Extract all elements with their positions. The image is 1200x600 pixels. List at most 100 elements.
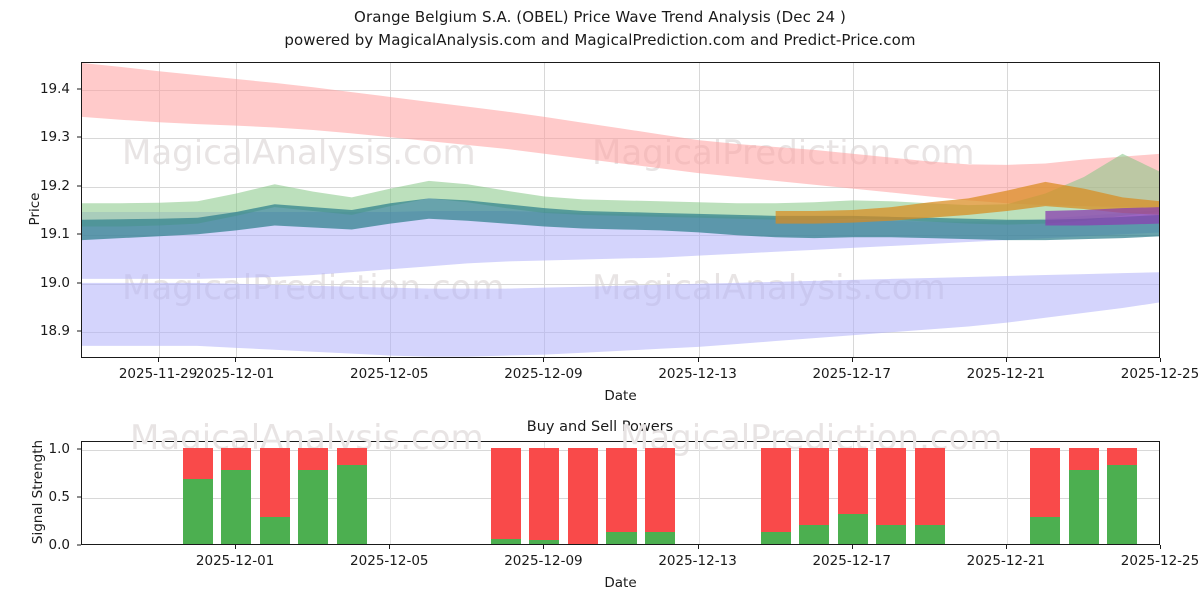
price-xtick-label: 2025-12-21 xyxy=(966,366,1046,382)
signal-gridline-vertical xyxy=(1006,442,1008,544)
signal-bar-stack[interactable] xyxy=(490,447,521,544)
signal-bar-buy-segment xyxy=(221,469,252,544)
signal-bar-sell-segment xyxy=(1107,447,1138,466)
signal-bar-sell-segment xyxy=(490,447,521,540)
price-xtick-label: 2025-12-25 xyxy=(1120,366,1200,382)
signal-bar-stack[interactable] xyxy=(298,447,329,544)
price-ytick-label: 19.2 xyxy=(39,177,70,194)
signal-bar-sell-segment xyxy=(259,447,290,518)
price-xtick-label: 2025-12-09 xyxy=(504,366,583,382)
signal-bar-stack[interactable] xyxy=(645,447,676,544)
signal-chart-title: Buy and Sell Powers xyxy=(526,419,674,435)
price-xtick-mark xyxy=(543,358,545,362)
figure-title-line-2: powered by MagicalAnalysis.com and Magic… xyxy=(284,31,916,49)
price-gridline-horizontal xyxy=(82,186,1159,188)
price-band-orange-crossover-band xyxy=(775,181,1159,224)
signal-gridline-vertical xyxy=(390,442,392,544)
signal-bar-stack[interactable] xyxy=(259,447,290,544)
figure-title-line-1: Orange Belgium S.A. (OBEL) Price Wave Tr… xyxy=(354,8,846,26)
signal-bar-buy-segment xyxy=(259,517,290,544)
price-band-upper-resistance-band xyxy=(82,63,1159,208)
price-chart-plot-area[interactable]: MagicalAnalysis.comMagicalPrediction.com… xyxy=(81,62,1160,358)
signal-gridline-vertical xyxy=(698,442,700,544)
signal-bar-stack[interactable] xyxy=(567,447,598,544)
signal-bar-sell-segment xyxy=(221,447,252,470)
signal-chart-plot-area[interactable] xyxy=(81,441,1160,545)
signal-bar-sell-segment xyxy=(837,447,868,515)
signal-xtick-mark xyxy=(235,545,237,549)
price-ytick-label: 19.1 xyxy=(39,226,70,243)
signal-bar-sell-segment xyxy=(876,447,907,525)
signal-bar-stack[interactable] xyxy=(1068,447,1099,544)
signal-bar-buy-segment xyxy=(490,539,521,544)
signal-bar-stack[interactable] xyxy=(221,447,252,544)
signal-bar-buy-segment xyxy=(876,524,907,544)
signal-bar-buy-segment xyxy=(1107,465,1138,544)
price-xtick-label: 2025-12-01 xyxy=(195,366,275,382)
signal-xtick-label: 2025-12-21 xyxy=(966,553,1046,569)
signal-bar-sell-segment xyxy=(914,447,945,525)
signal-bar-stack[interactable] xyxy=(1107,447,1138,544)
price-xtick-mark xyxy=(697,358,699,362)
signal-bar-sell-segment xyxy=(1030,447,1061,518)
price-ytick-label: 19.3 xyxy=(39,129,70,146)
price-band-purple-crossover-band xyxy=(1045,207,1159,226)
signal-xtick-label: 2025-12-09 xyxy=(504,553,583,569)
signal-bar-buy-segment xyxy=(606,532,637,544)
price-xtick-mark xyxy=(158,358,160,362)
signal-xtick-mark xyxy=(543,545,545,549)
signal-xaxis-label: Date xyxy=(604,575,637,591)
price-yaxis-label: Price xyxy=(27,192,43,226)
signal-bar-sell-segment xyxy=(336,447,367,466)
signal-ytick-label: 0.0 xyxy=(48,537,70,553)
signal-bar-sell-segment xyxy=(606,447,637,533)
price-xtick-mark xyxy=(851,358,853,362)
price-xtick-mark xyxy=(235,358,237,362)
signal-bar-stack[interactable] xyxy=(799,447,830,544)
signal-bar-buy-segment xyxy=(914,524,945,544)
price-gridline-horizontal xyxy=(82,89,1159,91)
signal-bar-buy-segment xyxy=(760,532,791,544)
signal-bar-stack[interactable] xyxy=(1030,447,1061,544)
price-band-layers xyxy=(82,63,1159,357)
signal-bar-stack[interactable] xyxy=(760,447,791,544)
signal-bar-sell-segment xyxy=(645,447,676,533)
price-gridline-horizontal xyxy=(82,283,1159,285)
price-ytick-label: 18.9 xyxy=(39,323,70,340)
price-xaxis-label: Date xyxy=(604,388,637,404)
signal-xtick-mark xyxy=(389,545,391,549)
signal-xtick-mark xyxy=(1160,545,1161,549)
price-ytick-mark xyxy=(77,330,81,332)
signal-ytick-mark xyxy=(77,496,81,498)
signal-xtick-label: 2025-12-25 xyxy=(1120,553,1200,569)
price-ytick-mark xyxy=(77,136,81,138)
signal-bar-sell-segment xyxy=(567,447,598,544)
signal-bar-stack[interactable] xyxy=(336,447,367,544)
signal-bar-stack[interactable] xyxy=(182,447,213,544)
price-xtick-mark xyxy=(1160,358,1161,362)
signal-yaxis-label: Signal Strength xyxy=(30,439,46,545)
signal-bar-buy-segment xyxy=(1068,469,1099,544)
signal-bar-buy-segment xyxy=(298,469,329,544)
signal-bar-stack[interactable] xyxy=(837,447,868,544)
signal-ytick-mark xyxy=(77,544,81,546)
signal-xtick-mark xyxy=(1005,545,1007,549)
signal-bar-stack[interactable] xyxy=(914,447,945,544)
signal-bar-stack[interactable] xyxy=(606,447,637,544)
signal-bar-buy-segment xyxy=(799,524,830,544)
signal-bar-sell-segment xyxy=(1068,447,1099,470)
signal-ytick-label: 1.0 xyxy=(48,440,70,457)
signal-ytick-mark xyxy=(77,448,81,450)
signal-bar-stack[interactable] xyxy=(529,447,560,544)
signal-bar-buy-segment xyxy=(837,514,868,544)
signal-xtick-label: 2025-12-05 xyxy=(350,553,429,569)
signal-xtick-label: 2025-12-01 xyxy=(195,553,275,569)
price-ytick-mark xyxy=(77,233,81,235)
price-ytick-mark xyxy=(77,88,81,90)
signal-xtick-mark xyxy=(697,545,699,549)
price-ytick-label: 19.4 xyxy=(39,80,70,97)
signal-bar-sell-segment xyxy=(298,447,329,470)
signal-xtick-mark xyxy=(851,545,853,549)
signal-bar-stack[interactable] xyxy=(876,447,907,544)
